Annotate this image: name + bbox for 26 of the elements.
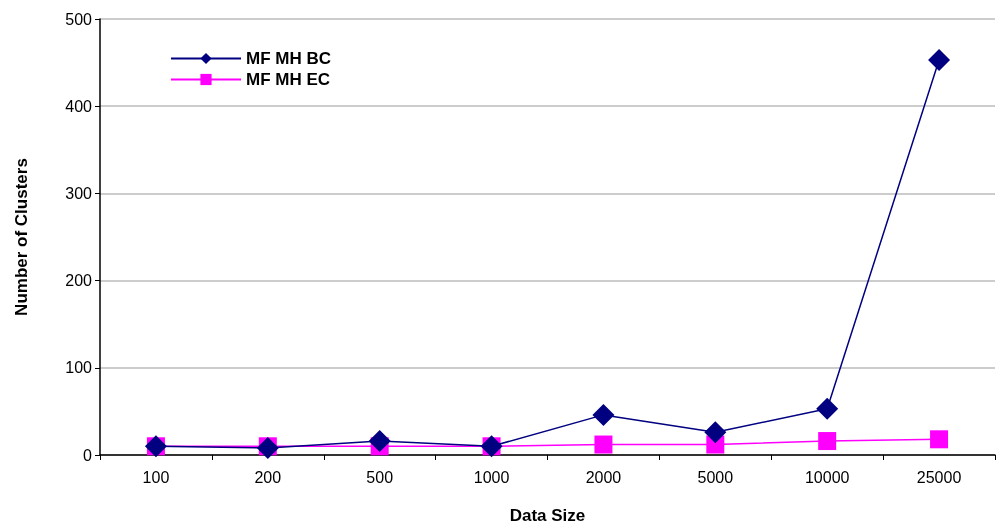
y-axis-title: Number of Clusters (12, 158, 31, 316)
x-tick-label: 100 (142, 468, 170, 486)
x-axis-title: Data Size (509, 506, 586, 525)
y-tick-label: 200 (65, 272, 93, 290)
y-tick-label: 0 (83, 446, 93, 464)
legend-label: MF MH BC (246, 49, 331, 68)
point (594, 435, 613, 454)
x-tick-label: 10000 (804, 468, 850, 486)
x-tick-label: 1000 (473, 468, 510, 486)
point (816, 397, 839, 420)
x-tick-label: 2000 (585, 468, 622, 486)
point (592, 403, 615, 426)
y-tick-label: 300 (65, 184, 93, 202)
x-tick-label: 200 (254, 468, 282, 486)
y-tick-label: 400 (65, 97, 93, 115)
x-tick-label: 500 (366, 468, 394, 486)
point (368, 430, 391, 453)
x-tick-label: 25000 (916, 468, 962, 486)
y-tick-label: 500 (65, 10, 93, 28)
y-tick-label: 100 (65, 359, 93, 377)
x-tick-label: 5000 (697, 468, 734, 486)
point (818, 432, 837, 451)
point (930, 430, 949, 449)
legend-label: MF MH EC (246, 70, 331, 89)
point (928, 48, 951, 71)
point (704, 421, 727, 444)
